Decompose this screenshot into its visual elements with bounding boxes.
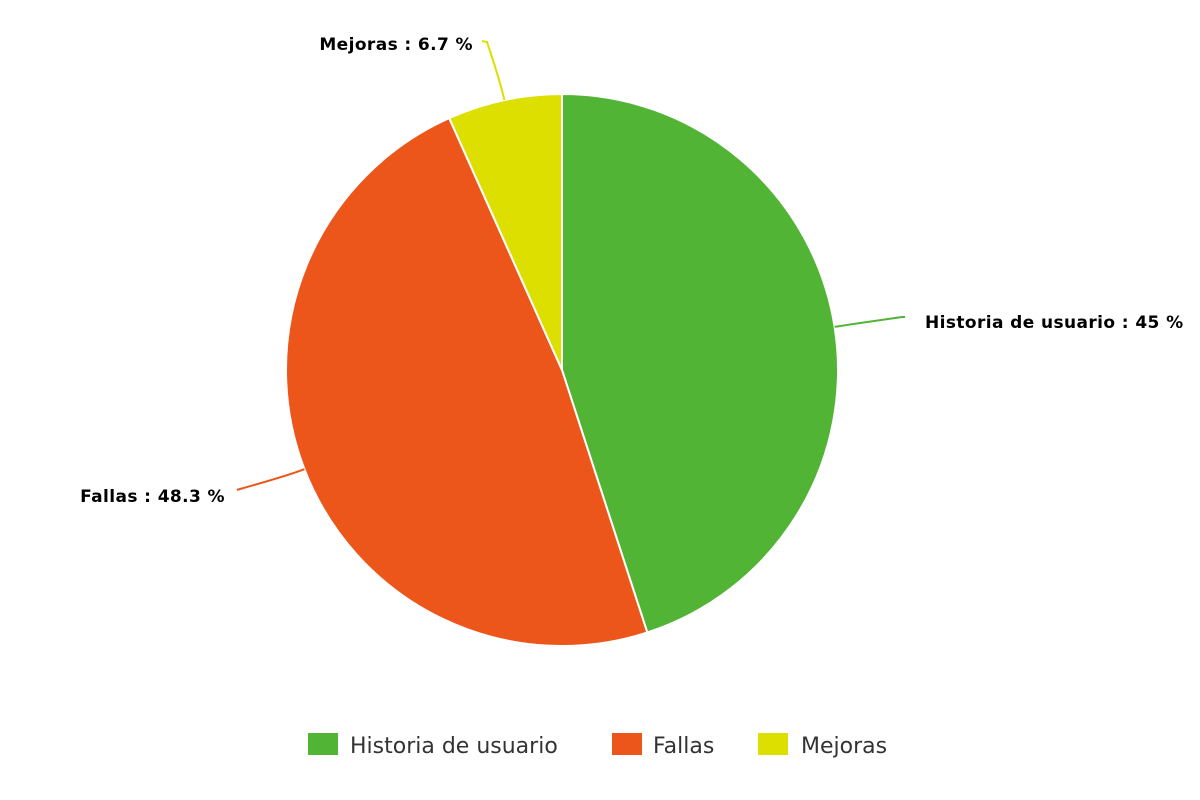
legend-item-mejoras[interactable]: Mejoras: [758, 733, 887, 759]
legend-item-historia-de-usuario[interactable]: Historia de usuario: [308, 733, 558, 759]
legend-label-historia-de-usuario: Historia de usuario: [350, 734, 558, 759]
legend: Historia de usuario Fallas Mejoras: [308, 733, 887, 759]
labels-layer: Historia de usuario : 45 % Fallas : 48.3 …: [80, 35, 1183, 507]
data-label-mejoras: Mejoras : 6.7 %: [319, 35, 473, 55]
connector-historia-de-usuario: [834, 316, 905, 328]
slices-layer: [284, 92, 839, 647]
pie-slice-mejoras[interactable]: [447, 92, 563, 371]
legend-swatch-mejoras: [758, 733, 788, 755]
data-label-fallas: Fallas : 48.3 %: [80, 487, 225, 507]
legend-swatch-fallas: [612, 733, 642, 755]
pie-slice-fallas[interactable]: [284, 116, 649, 647]
legend-label-mejoras: Mejoras: [801, 734, 887, 759]
legend-item-fallas[interactable]: Fallas: [612, 733, 714, 759]
legend-label-fallas: Fallas: [653, 734, 714, 759]
connector-mejoras: [481, 40, 506, 101]
pie-slice-historia-de-usuario[interactable]: [561, 92, 839, 634]
connectors-layer: [236, 40, 905, 491]
connector-fallas: [236, 468, 305, 491]
data-label-historia-de-usuario: Historia de usuario : 45 %: [925, 313, 1184, 333]
legend-swatch-historia-de-usuario: [308, 733, 338, 755]
